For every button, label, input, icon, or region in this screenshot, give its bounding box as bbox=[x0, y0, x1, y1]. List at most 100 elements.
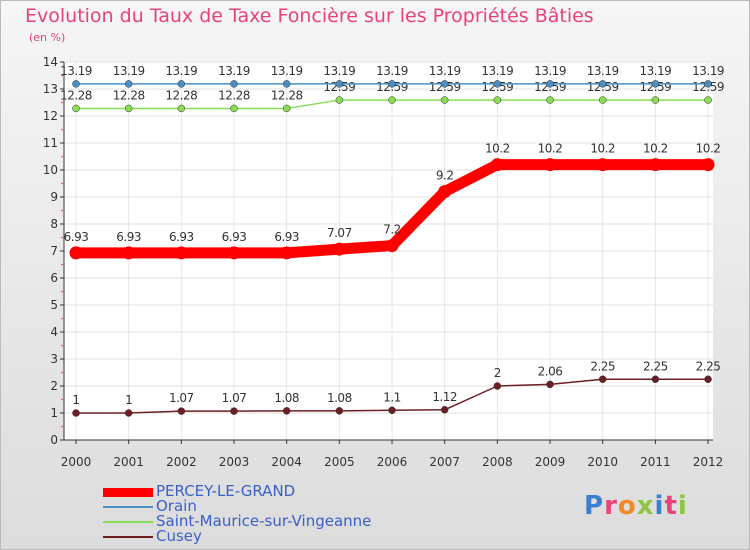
data-label: 10.2 bbox=[696, 142, 721, 156]
data-point bbox=[72, 80, 80, 88]
y-minor-dot bbox=[61, 317, 63, 320]
legend-label-orain: Orain bbox=[156, 497, 197, 515]
data-label: 1.08 bbox=[327, 391, 352, 405]
data-label: 12.28 bbox=[60, 88, 92, 102]
y-minor-dot bbox=[61, 398, 63, 401]
data-point bbox=[388, 406, 396, 415]
data-point bbox=[651, 80, 660, 88]
data-label: 10.2 bbox=[538, 142, 563, 156]
data-point bbox=[546, 80, 554, 88]
y-tick-label: 4 bbox=[50, 325, 58, 339]
x-tick-label: 2003 bbox=[219, 455, 250, 469]
y-minor-dot bbox=[61, 128, 63, 131]
y-minor-dot bbox=[61, 290, 63, 293]
y-tick-label: 14 bbox=[43, 55, 58, 69]
data-label: 13.19 bbox=[534, 64, 566, 78]
data-point bbox=[596, 158, 610, 172]
y-minor-dot bbox=[61, 344, 63, 347]
x-tick-label: 2009 bbox=[535, 455, 566, 469]
logo-letter: x bbox=[636, 491, 655, 521]
data-point bbox=[280, 246, 294, 260]
data-point bbox=[493, 96, 502, 104]
data-point bbox=[282, 407, 291, 415]
data-point bbox=[124, 104, 133, 113]
y-tick-label: 8 bbox=[50, 217, 58, 231]
x-tick-label: 2002 bbox=[166, 455, 197, 469]
data-label: 12.28 bbox=[113, 88, 145, 102]
data-point bbox=[704, 80, 712, 88]
data-point bbox=[704, 375, 712, 383]
x-tick-label: 2012 bbox=[693, 455, 724, 469]
proxiti-logo: Proxiti bbox=[584, 491, 688, 521]
data-point bbox=[69, 246, 83, 260]
data-label: 1 bbox=[125, 393, 132, 407]
data-label: 13.19 bbox=[60, 64, 92, 78]
data-label: 7.07 bbox=[327, 226, 352, 240]
data-point bbox=[124, 80, 133, 88]
data-point bbox=[598, 375, 607, 383]
x-tick-label: 2005 bbox=[324, 455, 355, 469]
y-tick-label: 9 bbox=[50, 190, 58, 204]
logo-letter: r bbox=[604, 491, 618, 521]
data-point bbox=[440, 80, 449, 88]
y-minor-dot bbox=[61, 425, 63, 428]
y-minor-dot bbox=[61, 209, 63, 212]
x-tick-label: 2001 bbox=[113, 455, 144, 469]
data-point bbox=[543, 158, 557, 172]
data-label: 6.93 bbox=[222, 230, 247, 244]
logo-letter: i bbox=[654, 491, 665, 521]
y-minor-dot bbox=[61, 74, 63, 77]
data-label: 2.25 bbox=[590, 359, 615, 373]
x-tick-label: 2006 bbox=[377, 455, 408, 469]
y-minor-dot bbox=[61, 263, 63, 266]
y-tick-label: 2 bbox=[50, 379, 58, 393]
chart-title: Evolution du Taux de Taxe Foncière sur l… bbox=[25, 5, 594, 27]
data-label: 9.2 bbox=[436, 169, 454, 183]
data-label: 13.19 bbox=[271, 64, 303, 78]
data-point bbox=[177, 104, 186, 113]
legend-swatch-saint-maurice bbox=[103, 521, 153, 523]
data-point bbox=[704, 96, 712, 104]
logo-letter: i bbox=[677, 491, 688, 521]
y-minor-dot bbox=[61, 236, 63, 239]
y-tick-label: 7 bbox=[50, 244, 58, 258]
y-minor-dot bbox=[61, 101, 63, 104]
data-point bbox=[598, 80, 607, 88]
data-label: 12.28 bbox=[218, 88, 250, 102]
data-label: 1.1 bbox=[383, 390, 401, 404]
data-point bbox=[440, 96, 449, 104]
y-tick-label: 6 bbox=[50, 271, 58, 285]
data-label: 13.19 bbox=[481, 64, 513, 78]
data-point bbox=[177, 80, 186, 88]
data-point bbox=[282, 104, 291, 113]
x-tick-label: 2007 bbox=[429, 455, 460, 469]
data-point bbox=[388, 80, 396, 88]
data-point bbox=[122, 246, 136, 260]
y-axis-unit: (en %) bbox=[29, 31, 66, 44]
data-point bbox=[282, 80, 291, 88]
data-label: 2.25 bbox=[696, 359, 721, 373]
data-label: 13.19 bbox=[113, 64, 145, 78]
data-label: 10.2 bbox=[485, 142, 510, 156]
legend-label-saint-maurice: Saint-Maurice-sur-Vingeanne bbox=[156, 512, 372, 530]
y-minor-dot bbox=[61, 439, 63, 441]
data-label: 13.19 bbox=[165, 64, 197, 78]
data-point bbox=[72, 409, 80, 417]
data-label: 1.07 bbox=[169, 391, 194, 405]
data-point bbox=[701, 158, 715, 172]
data-point bbox=[335, 80, 344, 88]
data-point bbox=[335, 96, 344, 104]
legend-label-cusey: Cusey bbox=[156, 527, 202, 545]
y-minor-dot bbox=[61, 155, 63, 158]
data-point bbox=[230, 407, 238, 415]
y-tick-label: 3 bbox=[50, 352, 58, 366]
logo-letter: t bbox=[664, 491, 678, 521]
data-point bbox=[385, 239, 399, 253]
y-tick-label: 0 bbox=[50, 433, 58, 447]
legend-label-percey: PERCEY-LE-GRAND bbox=[156, 482, 296, 500]
data-point bbox=[230, 104, 238, 113]
data-point bbox=[230, 80, 238, 88]
y-minor-dot bbox=[61, 182, 63, 185]
y-tick-label: 1 bbox=[50, 406, 58, 420]
